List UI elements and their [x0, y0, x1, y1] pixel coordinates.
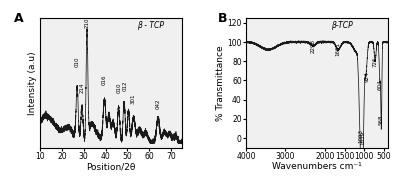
Text: β - TCP: β - TCP [136, 21, 164, 30]
Text: 1039: 1039 [360, 131, 365, 145]
Text: 010: 010 [75, 57, 80, 67]
Text: 214: 214 [80, 83, 84, 93]
Text: 604: 604 [378, 80, 382, 90]
X-axis label: Position/2θ: Position/2θ [86, 162, 136, 171]
Text: 2298: 2298 [311, 39, 316, 53]
Text: 1093: 1093 [358, 129, 363, 143]
Text: 016: 016 [102, 75, 107, 85]
X-axis label: Wavenumbers cm⁻¹: Wavenumbers cm⁻¹ [272, 162, 362, 171]
Text: β-TCP: β-TCP [331, 21, 353, 30]
Text: 924: 924 [365, 72, 370, 82]
Y-axis label: Intensity (a.u): Intensity (a.u) [28, 51, 37, 115]
Text: 726: 726 [373, 57, 378, 67]
Text: 1661: 1661 [336, 42, 341, 56]
Text: 210: 210 [84, 18, 90, 28]
Text: B: B [218, 12, 227, 24]
Text: 010: 010 [116, 83, 121, 93]
Text: 012: 012 [123, 80, 128, 91]
Y-axis label: % Transmittance: % Transmittance [216, 45, 224, 121]
Text: A: A [14, 12, 24, 24]
Text: 301: 301 [130, 93, 135, 103]
Text: 042: 042 [156, 98, 160, 109]
Text: 568: 568 [379, 114, 384, 125]
